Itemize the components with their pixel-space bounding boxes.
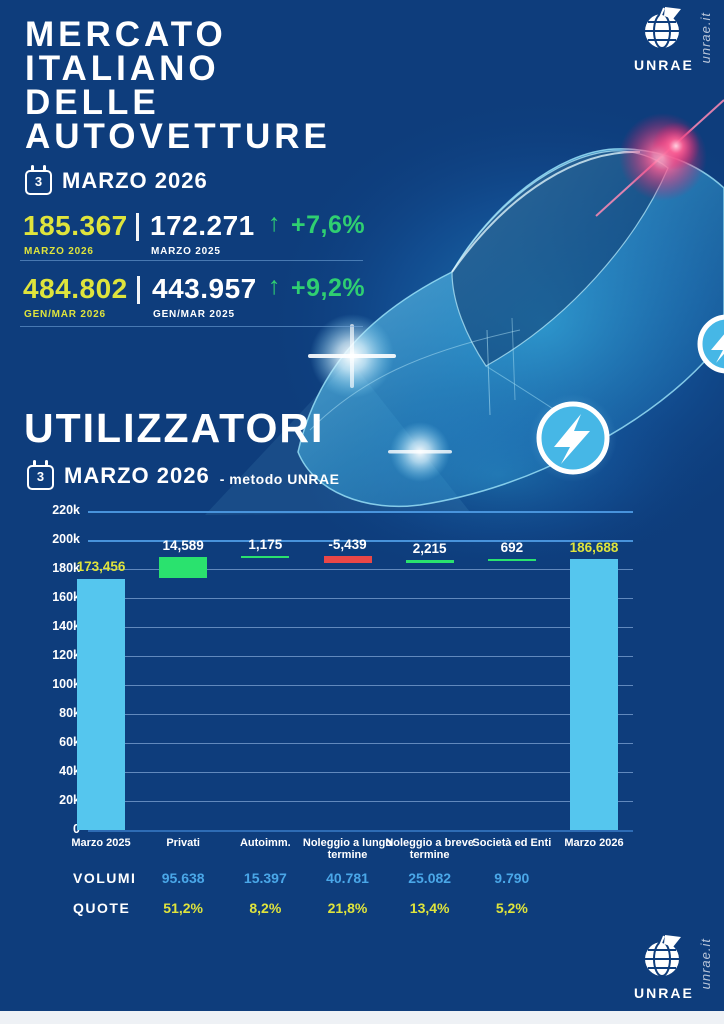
website-label: unrae.it: [698, 938, 713, 990]
bar-value-label: 14,589: [162, 538, 204, 553]
grid-line: [88, 627, 633, 628]
grid-line: [88, 830, 633, 832]
table-value-quote: 51,2%: [163, 900, 203, 916]
unrae-logo-text: UNRAE: [634, 985, 694, 1001]
stat-current-value: 484.802: [23, 273, 128, 304]
table-value-volumi: 95.638: [161, 870, 205, 886]
chart-bar-total: [570, 559, 618, 830]
stat-current-value: 185.367: [23, 210, 128, 241]
up-arrow-icon: ↑: [268, 209, 281, 237]
bar-value-label: 692: [500, 540, 524, 555]
x-category-label: Marzo 2026: [564, 837, 624, 849]
title-line: ITALIANO: [25, 49, 220, 88]
bar-value-label: 173,456: [76, 559, 126, 574]
y-tick-label: 80k: [59, 706, 80, 720]
grid-line: [88, 772, 633, 773]
x-category-label: Noleggio a lungo termine: [302, 837, 393, 861]
stat-separator: [137, 276, 140, 304]
unrae-globe-icon: [645, 935, 681, 977]
calendar-day: 3: [36, 469, 45, 484]
y-tick-label: 140k: [52, 619, 80, 633]
stat-change-percent: +7,6%: [291, 211, 366, 239]
stat-current-label: GEN/MAR 2026: [24, 309, 106, 320]
header-date-label: MARZO 2026: [62, 167, 208, 193]
stats-divider: [20, 260, 363, 261]
stat-previous-label: MARZO 2025: [151, 246, 221, 257]
y-tick-label: 20k: [59, 793, 80, 807]
section-title: UTILIZZATORI: [24, 405, 325, 451]
x-category-label: Marzo 2025: [71, 837, 131, 849]
grid-line: [88, 656, 633, 657]
x-category-label: Società ed Enti: [472, 837, 552, 849]
chart-bar-increase: [405, 560, 454, 564]
y-tick-label: 120k: [52, 648, 80, 662]
bar-value-label: 2,215: [412, 541, 447, 556]
table-value-quote: 8,2%: [249, 900, 282, 916]
table-value-quote: 5,2%: [495, 900, 528, 916]
unrae-logo-top: UNRAE: [634, 6, 694, 73]
table-row-label-quote: QUOTE: [73, 900, 131, 916]
bar-value-label: 186,688: [569, 540, 619, 555]
y-tick-label: 100k: [52, 677, 80, 691]
title-line: DELLE: [25, 83, 160, 122]
page-bottom-strip: [0, 1011, 724, 1024]
table-value-volumi: 40.781: [326, 870, 369, 886]
y-tick-label: 160k: [52, 590, 80, 604]
unrae-logo-bottom: UNRAE: [634, 934, 694, 1001]
grid-line: [88, 801, 633, 802]
y-tick-label: 60k: [59, 735, 80, 749]
website-label: unrae.it: [698, 12, 713, 64]
y-tick-label: 40k: [59, 764, 80, 778]
chart-bar-total: [77, 578, 125, 830]
unrae-logo-text: UNRAE: [634, 57, 694, 73]
calendar-icon: 3: [27, 460, 54, 490]
unrae-globe-icon: [645, 7, 681, 49]
grid-line: [88, 598, 633, 599]
section-date-row: 3 MARZO 2026 - metodo UNRAE: [27, 460, 340, 490]
chart-bar-increase: [241, 555, 290, 558]
section-method-label: - metodo UNRAE: [219, 470, 340, 487]
chart-bar-increase: [159, 557, 208, 579]
table-value-volumi: 9.790: [494, 870, 530, 886]
title-line: MERCATO: [25, 15, 227, 54]
grid-line: [88, 714, 633, 715]
y-tick-label: 0: [26, 822, 80, 836]
stat-previous-value: 443.957: [152, 273, 257, 304]
stat-current-label: MARZO 2026: [24, 246, 94, 257]
bar-value-label: -5,439: [328, 537, 367, 552]
calendar-icon: 3: [25, 165, 52, 195]
table-value-volumi: 15.397: [243, 870, 287, 886]
stat-previous-value: 172.271: [150, 210, 255, 241]
title-line: AUTOVETTURE: [25, 117, 331, 156]
stats-divider: [20, 326, 363, 327]
stat-change-percent: +9,2%: [291, 274, 366, 302]
table-row-label-volumi: VOLUMI: [73, 870, 137, 886]
grid-line: [88, 511, 633, 513]
y-tick-label: 180k: [52, 561, 80, 575]
stat-previous-label: GEN/MAR 2025: [153, 309, 235, 320]
grid-line: [88, 685, 633, 686]
y-tick-label: 220k: [52, 503, 80, 517]
calendar-day: 3: [34, 174, 43, 189]
grid-line: [88, 540, 633, 542]
stat-separator: [136, 213, 139, 241]
table-value-volumi: 25.082: [408, 870, 452, 886]
grid-line: [88, 743, 633, 744]
bar-value-label: 1,175: [248, 537, 283, 552]
x-category-label: Noleggio a breve termine: [385, 837, 474, 861]
x-category-label: Privati: [166, 837, 200, 849]
grid-line: [88, 569, 633, 570]
table-value-quote: 21,8%: [327, 900, 368, 916]
page-title: MERCATO ITALIANO DELLE AUTOVETTURE: [25, 15, 331, 156]
up-arrow-icon: ↑: [268, 272, 281, 300]
table-value-quote: 13,4%: [409, 900, 450, 916]
header-date-row: 3 MARZO 2026: [25, 165, 208, 195]
y-tick-label: 200k: [52, 532, 80, 546]
chart-bar-increase: [487, 559, 536, 562]
x-category-label: Autoimm.: [239, 837, 291, 849]
chart-bar-decrease: [323, 555, 372, 564]
section-date-label: MARZO 2026: [64, 462, 210, 488]
